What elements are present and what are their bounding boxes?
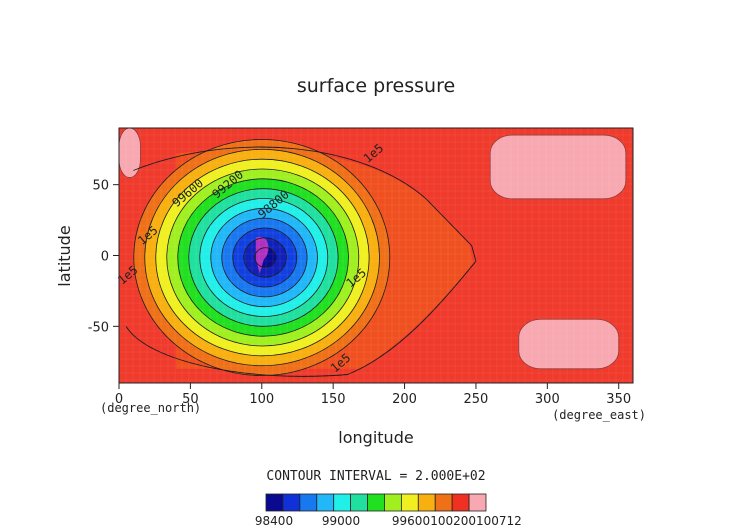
contour-line <box>199 198 329 317</box>
contour-line-1e5 <box>125 146 477 377</box>
colorbar-swatch <box>400 493 419 512</box>
colorbar <box>265 493 487 512</box>
colorbar-tick-label: 100200100712 <box>430 514 522 528</box>
contour-line <box>210 207 318 308</box>
y-tick-label: -50 <box>88 320 109 335</box>
contour-line <box>133 139 391 376</box>
colorbar-swatch <box>451 493 470 512</box>
contour-line <box>155 158 370 357</box>
contour-interval-text: CONTOUR INTERVAL = 2.000E+02 <box>266 469 485 484</box>
y-axis-label: latitude <box>55 225 74 286</box>
x-tick-label: 100 <box>249 392 274 407</box>
colorbar-tick-label: 99000 <box>322 514 360 528</box>
contour-line <box>188 188 339 327</box>
y-tick-label: 0 <box>101 250 109 265</box>
x-tick-label: 0 <box>115 392 123 407</box>
pressure-minimum <box>255 236 269 274</box>
contour-line <box>177 178 349 337</box>
colorbar-swatch <box>316 493 335 512</box>
colorbar-swatch <box>350 493 368 512</box>
x-tick-label: 200 <box>392 392 417 407</box>
colorbar-swatch <box>367 493 385 512</box>
x-tick-label: 350 <box>606 392 631 407</box>
chart-title: surface pressure <box>297 75 455 97</box>
x-tick-label: 300 <box>535 392 560 407</box>
contour-line <box>144 148 380 367</box>
contour-line <box>166 168 360 347</box>
high-pressure-region <box>119 128 141 178</box>
colorbar-swatch <box>299 493 318 512</box>
contour-line <box>232 227 298 288</box>
colorbar-swatch <box>468 493 487 512</box>
plot-area <box>119 128 633 383</box>
contour-line <box>221 217 308 298</box>
contour-line <box>254 247 277 268</box>
x-tick-label: 150 <box>321 392 346 407</box>
colorbar-swatch <box>282 493 301 512</box>
x-tick-label: 250 <box>464 392 489 407</box>
x-axis-label: longitude <box>338 428 413 447</box>
colorbar-swatch <box>417 493 436 512</box>
high-pressure-region <box>518 318 620 370</box>
colorbar-tick-label: 99600 <box>392 514 430 528</box>
y-units-label: (degree_north) <box>100 401 201 415</box>
x-units-label: (degree_east) <box>552 408 646 422</box>
y-tick-label: 50 <box>92 179 109 194</box>
contour-line <box>243 237 287 278</box>
colorbar-swatch <box>265 493 284 512</box>
colorbar-tick-label: 98400 <box>255 514 293 528</box>
colorbar-swatch <box>384 493 402 512</box>
high-pressure-region <box>489 134 627 200</box>
colorbar-swatch <box>333 493 352 512</box>
colorbar-swatch <box>434 493 453 512</box>
x-tick-label: 50 <box>182 392 199 407</box>
